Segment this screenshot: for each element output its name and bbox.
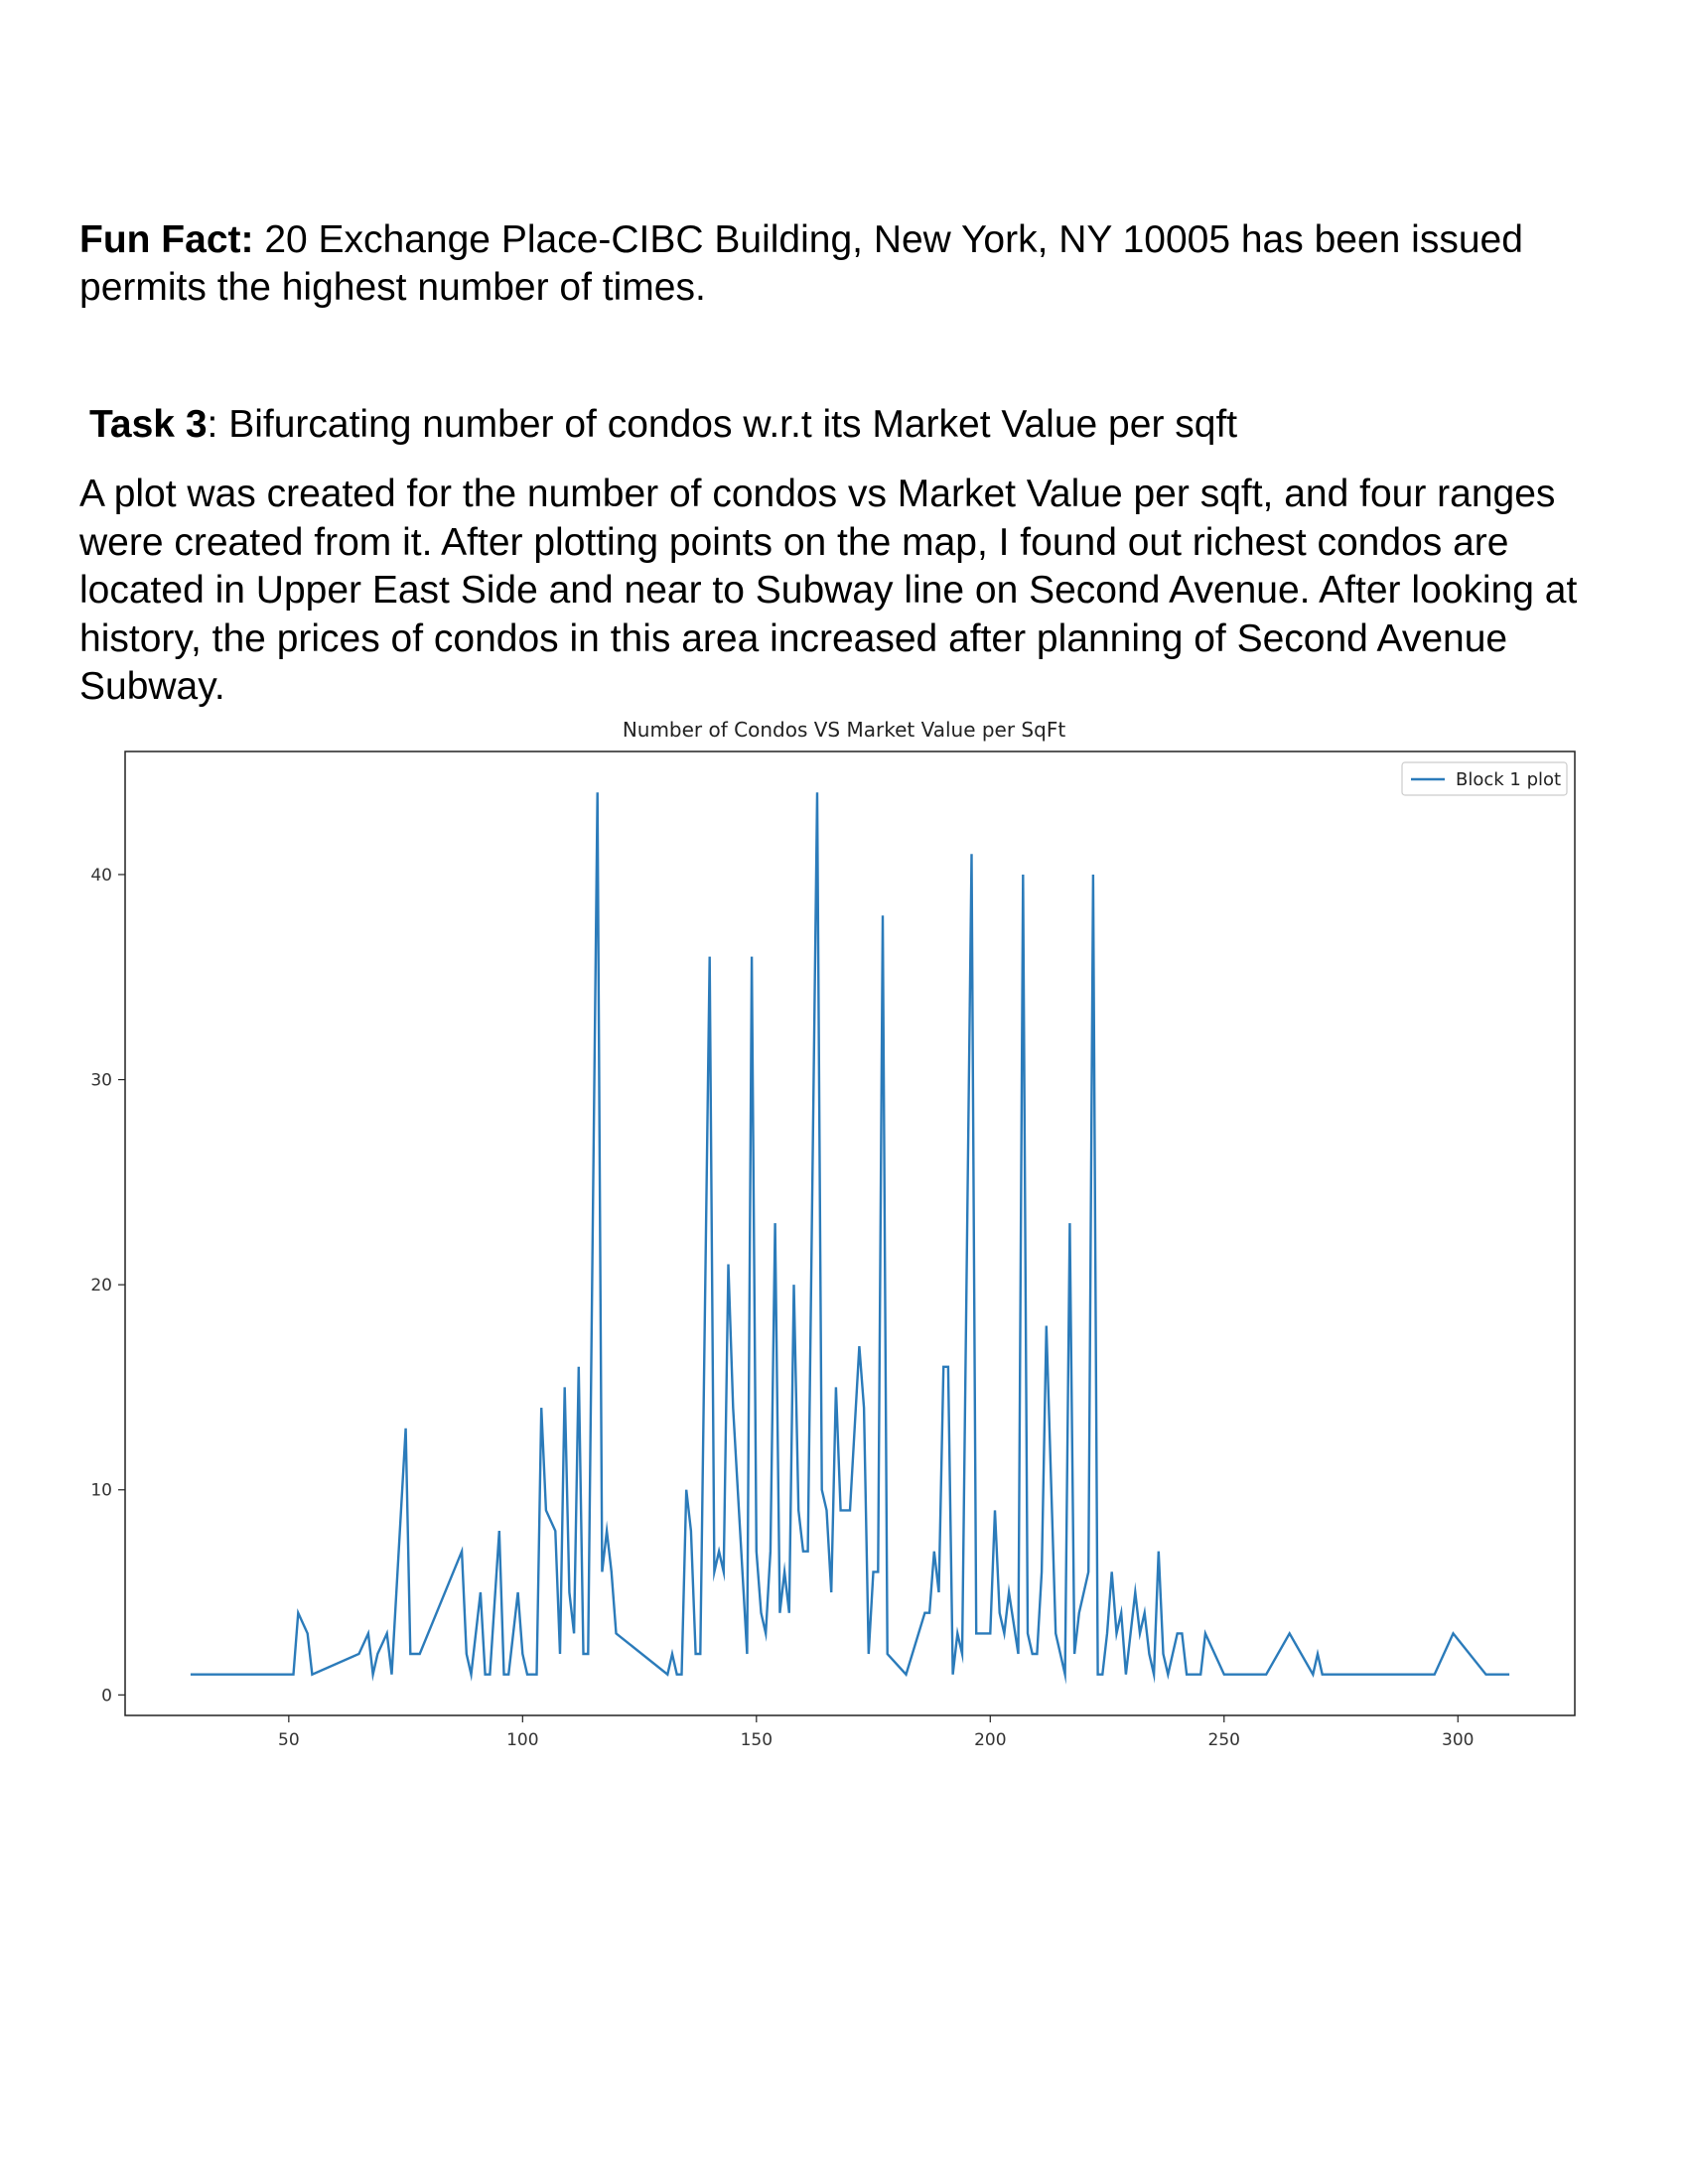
x-tick-label: 50 [278,1730,300,1750]
x-tick-label: 150 [741,1730,773,1750]
x-tick-label: 200 [974,1730,1006,1750]
y-tick-label: 40 [90,866,112,886]
legend-label: Block 1 plot [1456,769,1561,790]
fun-fact-text: 20 Exchange Place-CIBC Building, New Yor… [79,218,1523,309]
y-axis: 0 10 20 30 40 [90,866,125,1706]
chart-title: Number of Condos VS Market Value per SqF… [623,718,1066,742]
task-label: Task 3 [89,403,208,446]
x-tick-label: 300 [1442,1730,1474,1750]
fun-fact-label: Fun Fact: [79,218,254,261]
chart-container: Number of Condos VS Market Value per SqF… [0,715,1688,1767]
x-axis: 50 100 150 200 250 300 [278,1715,1474,1750]
fun-fact-paragraph: Fun Fact: 20 Exchange Place-CIBC Buildin… [79,216,1569,312]
task-heading: Task 3: Bifurcating number of condos w.r… [89,401,1579,449]
task-text: : Bifurcating number of condos w.r.t its… [207,403,1238,446]
line-chart: Number of Condos VS Market Value per SqF… [90,718,1576,1750]
y-tick-label: 0 [101,1686,112,1706]
plot-frame [124,751,1576,1716]
y-tick-label: 20 [90,1276,112,1296]
x-tick-label: 100 [506,1730,538,1750]
series-line [190,792,1510,1685]
legend: Block 1 plot [1401,761,1568,796]
x-tick-label: 250 [1208,1730,1240,1750]
legend-box [1401,761,1568,796]
series-group [190,792,1510,1685]
y-tick-label: 10 [90,1481,112,1501]
y-tick-label: 30 [90,1071,112,1091]
description-paragraph: A plot was created for the number of con… [79,473,1578,709]
